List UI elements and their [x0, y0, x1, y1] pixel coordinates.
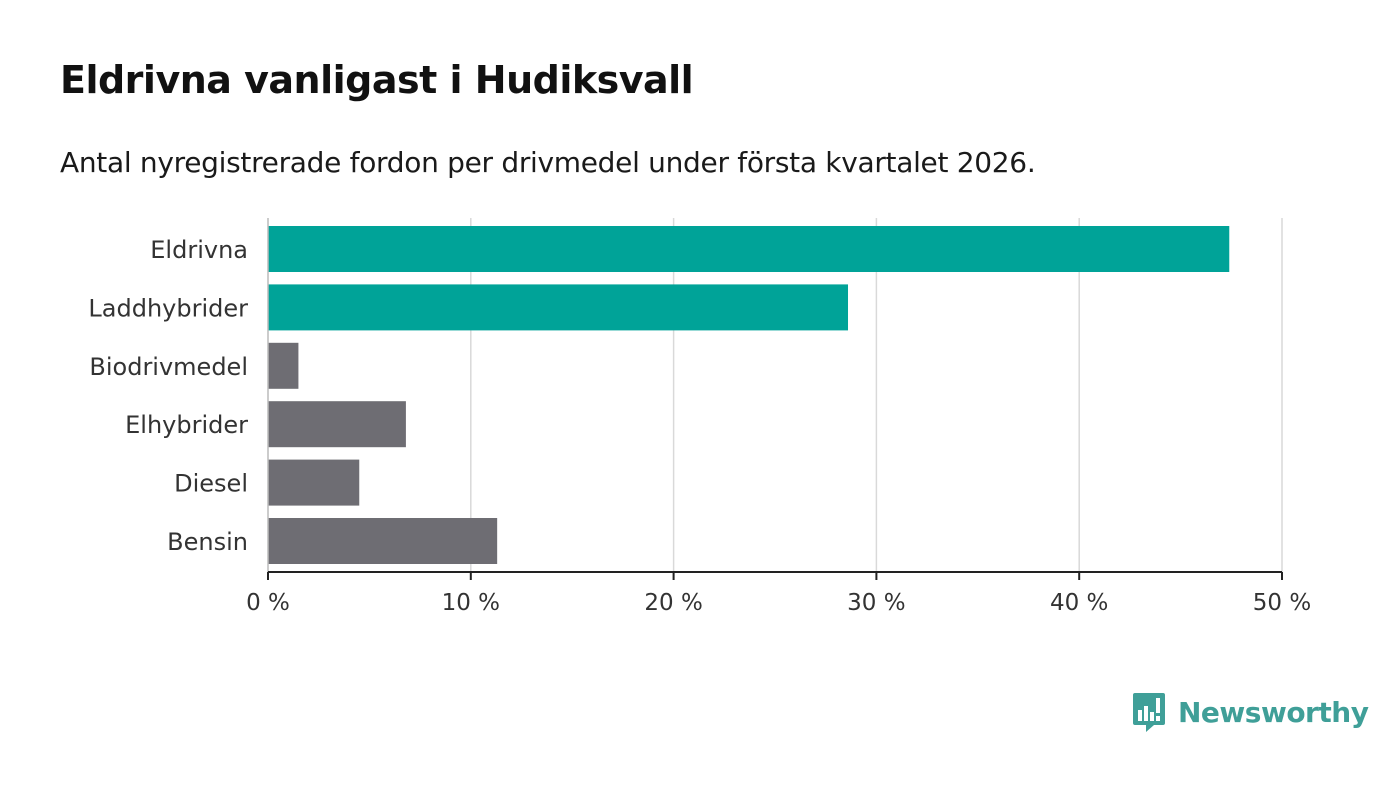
bars — [268, 226, 1230, 564]
category-label: Laddhybrider — [88, 294, 248, 322]
x-tick-label: 20 % — [644, 590, 702, 616]
category-label: Bensin — [167, 528, 248, 556]
chart-subtitle: Antal nyregistrerade fordon per drivmede… — [60, 146, 1036, 179]
category-label: Elhybrider — [125, 411, 248, 439]
x-tick-label: 0 % — [246, 590, 290, 616]
newsworthy-logo: Newsworthy — [1132, 692, 1369, 732]
bar-chart-speech-bubble-icon — [1133, 693, 1165, 732]
category-labels: Eldrivna Laddhybrider Biodrivmedel Elhybrid… — [88, 236, 248, 556]
bar-laddhybrider — [268, 284, 849, 331]
x-tick-label: 40 % — [1050, 590, 1108, 616]
x-tick-label: 30 % — [847, 590, 905, 616]
chart-title: Eldrivna vanligast i Hudiksvall — [60, 58, 694, 102]
bar-elhybrider — [268, 401, 406, 448]
grid-lines — [470, 218, 1283, 572]
bar-eldrivna — [268, 226, 1230, 272]
category-label: Biodrivmedel — [89, 353, 248, 381]
x-tick-label: 10 % — [442, 590, 500, 616]
category-label: Eldrivna — [150, 236, 248, 264]
bar-biodrivmedel — [268, 342, 299, 389]
brand-name: Newsworthy — [1178, 695, 1369, 729]
bar-diesel — [268, 459, 360, 506]
x-axis: 0 % 10 % 20 % 30 % 40 % 50 % — [246, 218, 1311, 616]
x-tick-label: 50 % — [1253, 590, 1311, 616]
category-label: Diesel — [174, 470, 248, 498]
bar-bensin — [268, 518, 498, 564]
